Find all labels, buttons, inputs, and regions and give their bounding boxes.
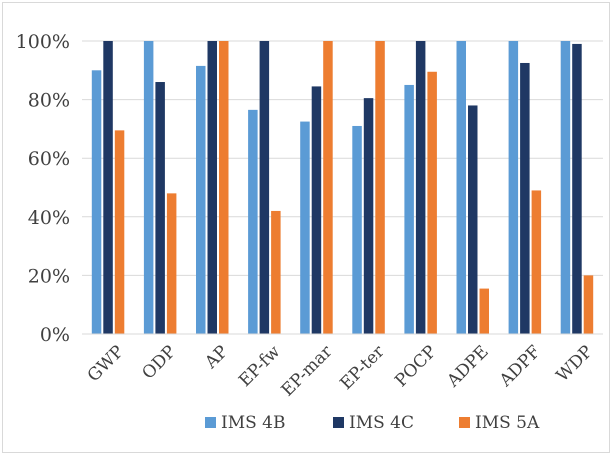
bar-ims-4c-adpe [468,105,478,335]
y-tick-label: 20% [28,265,70,287]
bar-ims-4c-ep-fw [259,41,270,334]
y-tick-label: 0% [40,324,70,346]
bar-ims-4b-ep-ter [352,125,362,334]
bar-ims-5a-pocp [427,71,437,334]
category-label: WDP [553,342,597,386]
bar-ims-4c-odp [155,82,165,335]
bars [91,41,594,335]
category-label: EP-ter [336,341,389,394]
bar-ims-5a-ap [219,41,229,334]
legend-swatch [333,417,344,428]
category-label: AP [201,342,233,374]
bar-ims-5a-wdp [583,275,594,334]
legend-swatch [459,417,470,428]
bar-ims-4b-gwp [91,70,102,335]
bar-ims-4c-pocp [415,41,426,334]
category-label: ADPE [443,342,493,392]
bar-ims-4c-ep-ter [363,98,374,334]
legend-label: IMS 5A [475,413,540,433]
legend-swatch [205,417,216,428]
category-label: POCP [391,342,440,391]
y-tick-label: 40% [28,207,70,229]
bar-ims-5a-gwp [114,130,125,334]
bar-ims-5a-ep-ter [375,41,385,334]
bar-ims-4b-odp [143,41,154,334]
category-label: ODP [138,342,180,384]
bar-ims-4b-pocp [404,84,414,334]
category-label: ADPF [495,342,545,392]
bar-ims-5a-odp [166,193,177,334]
bar-ims-5a-ep-mar [323,41,333,334]
category-label: EP-fw [235,341,284,390]
y-axis-ticks: 0% 20% 40% 60% 80% 100% [16,31,70,346]
bar-ims-5a-adpe [479,288,489,334]
bar-ims-4b-adpe [456,41,466,334]
legend-label: IMS 4B [221,413,285,433]
category-label: EP-mar [278,341,337,400]
bar-ims-4c-adpf [520,62,530,334]
bar-ims-4b-adpf [508,41,519,334]
bar-ims-5a-ep-fw [271,210,281,334]
bar-ims-5a-adpf [531,190,542,334]
legend: IMS 4B IMS 4C IMS 5A [205,413,540,433]
bar-ims-4b-ep-mar [300,121,310,334]
bar-ims-4b-ap [196,65,206,334]
y-tick-label: 80% [28,90,70,112]
bar-ims-4c-gwp [103,41,113,334]
bar-ims-4c-ep-mar [311,86,322,334]
legend-label: IMS 4C [349,413,414,433]
y-tick-label: 100% [16,31,70,53]
category-label: GWP [84,342,128,386]
y-tick-label: 60% [28,148,70,170]
bar-ims-4c-ap [207,41,217,334]
bar-ims-4b-wdp [560,41,571,334]
bar-ims-4c-wdp [572,43,582,335]
bar-ims-4b-ep-fw [248,109,258,334]
